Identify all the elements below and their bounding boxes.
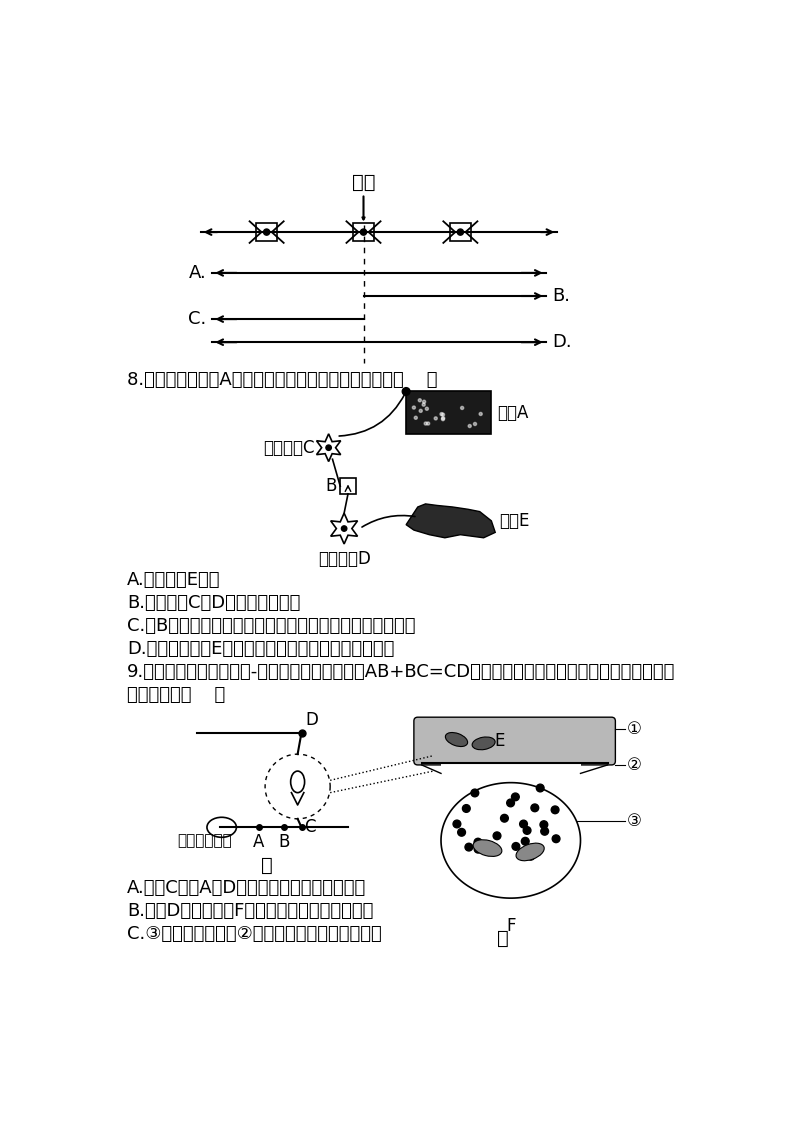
Ellipse shape: [446, 732, 468, 746]
Circle shape: [536, 784, 544, 792]
Circle shape: [414, 417, 418, 419]
Text: C: C: [305, 818, 316, 837]
Text: A: A: [253, 833, 265, 851]
Text: ②: ②: [627, 756, 642, 774]
FancyBboxPatch shape: [256, 223, 277, 241]
Bar: [406, 392, 491, 434]
Text: 乙: 乙: [497, 929, 509, 947]
Circle shape: [493, 832, 501, 840]
Circle shape: [442, 417, 445, 420]
Text: E: E: [494, 732, 504, 751]
FancyBboxPatch shape: [354, 223, 374, 241]
Circle shape: [551, 806, 559, 814]
Circle shape: [527, 852, 534, 860]
Ellipse shape: [516, 843, 544, 860]
Text: 甲: 甲: [261, 856, 273, 875]
Bar: [441, 763, 581, 775]
Ellipse shape: [290, 771, 305, 792]
Circle shape: [422, 401, 426, 403]
Circle shape: [442, 418, 445, 421]
Text: B.神经细胞C与D的兴奋是同步的: B.神经细胞C与D的兴奋是同步的: [127, 594, 301, 612]
Circle shape: [552, 835, 560, 842]
Text: F: F: [506, 917, 515, 935]
Text: B: B: [325, 478, 336, 495]
Circle shape: [458, 229, 463, 235]
Circle shape: [418, 398, 422, 402]
Circle shape: [531, 804, 538, 812]
Circle shape: [360, 229, 366, 235]
Circle shape: [426, 422, 430, 424]
Circle shape: [453, 820, 461, 827]
Circle shape: [511, 794, 519, 800]
Text: 肌肉神经纤维: 肌肉神经纤维: [178, 833, 232, 849]
Circle shape: [424, 422, 427, 424]
Circle shape: [474, 846, 482, 854]
Text: A.不会引起E收缩: A.不会引起E收缩: [127, 571, 221, 589]
Circle shape: [402, 387, 410, 395]
Circle shape: [522, 838, 529, 846]
Polygon shape: [406, 504, 495, 538]
Text: A.刺激C处，A、D处可同时检测到膜电位变化: A.刺激C处，A、D处可同时检测到膜电位变化: [127, 878, 366, 897]
Text: 神经细胞C: 神经细胞C: [263, 439, 314, 456]
Circle shape: [468, 424, 471, 428]
Circle shape: [501, 814, 508, 822]
Circle shape: [442, 413, 445, 417]
Polygon shape: [441, 782, 581, 898]
Circle shape: [426, 408, 429, 410]
Text: B.刺激D处，肌肉和F内的线粒体活动均明显增强: B.刺激D处，肌肉和F内的线粒体活动均明显增强: [127, 902, 374, 920]
Circle shape: [523, 826, 531, 834]
Text: 神经细胞D: 神经细胞D: [318, 550, 370, 568]
Text: A.: A.: [189, 264, 206, 282]
Polygon shape: [317, 434, 341, 462]
Circle shape: [465, 843, 473, 851]
Text: D: D: [306, 711, 318, 729]
Text: B: B: [278, 833, 290, 851]
Text: B.: B.: [552, 288, 570, 305]
Text: ①: ①: [627, 720, 642, 738]
Polygon shape: [330, 513, 358, 544]
Circle shape: [461, 406, 464, 410]
Text: 刺激: 刺激: [352, 173, 375, 191]
Text: 9.图甲是青蛙离体的神经-肌肉标本示意图，图中AB+BC=CD，乙是突触放大模式图。据图分析，下列说: 9.图甲是青蛙离体的神经-肌肉标本示意图，图中AB+BC=CD，乙是突触放大模式…: [127, 663, 675, 681]
Circle shape: [422, 403, 426, 406]
Circle shape: [326, 445, 331, 451]
Circle shape: [474, 839, 482, 846]
Circle shape: [458, 829, 466, 837]
Circle shape: [412, 406, 415, 409]
Ellipse shape: [473, 840, 502, 857]
Circle shape: [263, 229, 270, 235]
Text: C.在B处，兴奋由电信号转变为化学信号，再转变为电信号: C.在B处，兴奋由电信号转变为化学信号，再转变为电信号: [127, 617, 416, 635]
Circle shape: [342, 526, 347, 531]
Circle shape: [479, 412, 482, 415]
Text: D.一般情况下，E中细胞将消耗蛋白质分解释放的能量: D.一般情况下，E中细胞将消耗蛋白质分解释放的能量: [127, 641, 394, 658]
Ellipse shape: [472, 737, 495, 749]
Ellipse shape: [207, 817, 237, 838]
Circle shape: [512, 842, 520, 850]
Circle shape: [471, 789, 478, 797]
Circle shape: [540, 821, 548, 829]
FancyBboxPatch shape: [414, 718, 615, 765]
Text: 皮肤A: 皮肤A: [497, 404, 528, 422]
Circle shape: [541, 827, 549, 835]
Circle shape: [434, 417, 438, 420]
Text: 法正确的是（    ）: 法正确的是（ ）: [127, 686, 226, 704]
Circle shape: [506, 799, 514, 807]
Text: C.: C.: [188, 310, 206, 328]
Text: 肌肉E: 肌肉E: [499, 512, 530, 530]
Text: ③: ③: [627, 812, 642, 830]
Circle shape: [520, 821, 527, 827]
Circle shape: [419, 410, 422, 412]
FancyBboxPatch shape: [450, 223, 470, 241]
Bar: [340, 479, 356, 494]
Text: 8.如图所示，如果A接受刺激，下列有关叙述正确的是（    ）: 8.如图所示，如果A接受刺激，下列有关叙述正确的是（ ）: [127, 370, 438, 388]
Circle shape: [474, 422, 477, 426]
Circle shape: [462, 805, 470, 813]
Text: D.: D.: [552, 333, 571, 351]
Circle shape: [440, 412, 443, 415]
Text: C.③的内容物释放到②中主要借助生物膜的流动性: C.③的内容物释放到②中主要借助生物膜的流动性: [127, 925, 382, 943]
